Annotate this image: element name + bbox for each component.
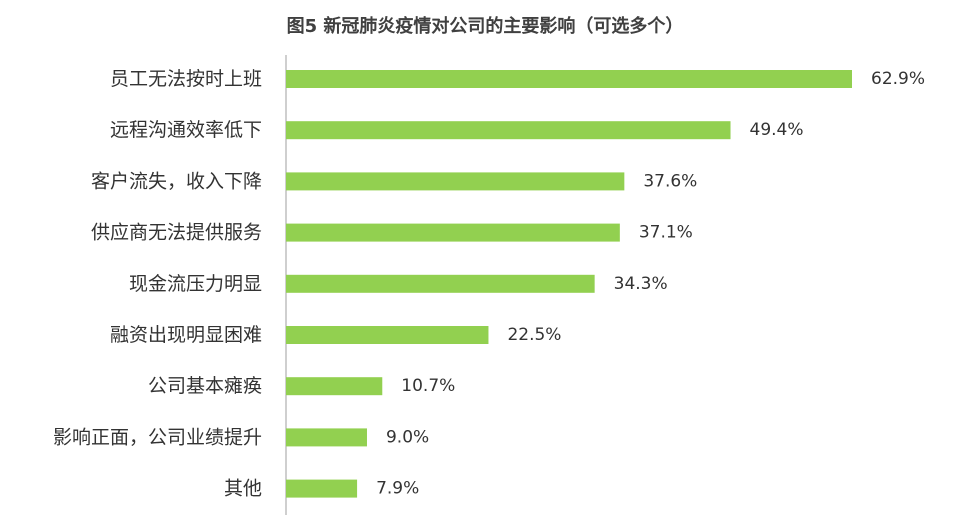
- bar: [286, 377, 383, 396]
- data-label: 49.4%: [750, 120, 804, 140]
- bar: [286, 326, 489, 344]
- data-label: 62.9%: [871, 69, 925, 89]
- category-label: 现金流压力明显: [129, 273, 262, 295]
- bar: [286, 223, 620, 242]
- bar: [286, 274, 595, 293]
- bar: [286, 70, 852, 88]
- category-label: 影响正面，公司业绩提升: [53, 426, 262, 448]
- category-label: 融资出现明显困难: [110, 324, 262, 346]
- data-label: 9.0%: [386, 427, 429, 447]
- bar: [286, 428, 367, 447]
- bar: [286, 172, 625, 191]
- category-label: 供应商无法提供服务: [91, 222, 262, 244]
- data-label: 34.3%: [614, 274, 668, 294]
- category-label: 员工无法按时上班: [110, 68, 262, 90]
- category-label: 远程沟通效率低下: [110, 119, 262, 141]
- data-label: 10.7%: [401, 376, 455, 396]
- bar: [286, 479, 358, 498]
- data-label: 22.5%: [507, 325, 561, 345]
- data-label: 37.6%: [643, 171, 697, 191]
- chart-title: 图5 新冠肺炎疫情对公司的主要影响（可选多个）: [286, 16, 684, 37]
- bar: [286, 121, 731, 140]
- data-label: 7.9%: [376, 479, 419, 499]
- category-label: 客户流失，收入下降: [91, 170, 262, 192]
- data-label: 37.1%: [639, 223, 693, 243]
- category-label: 其他: [224, 478, 262, 500]
- category-label: 公司基本瘫痪: [148, 375, 262, 397]
